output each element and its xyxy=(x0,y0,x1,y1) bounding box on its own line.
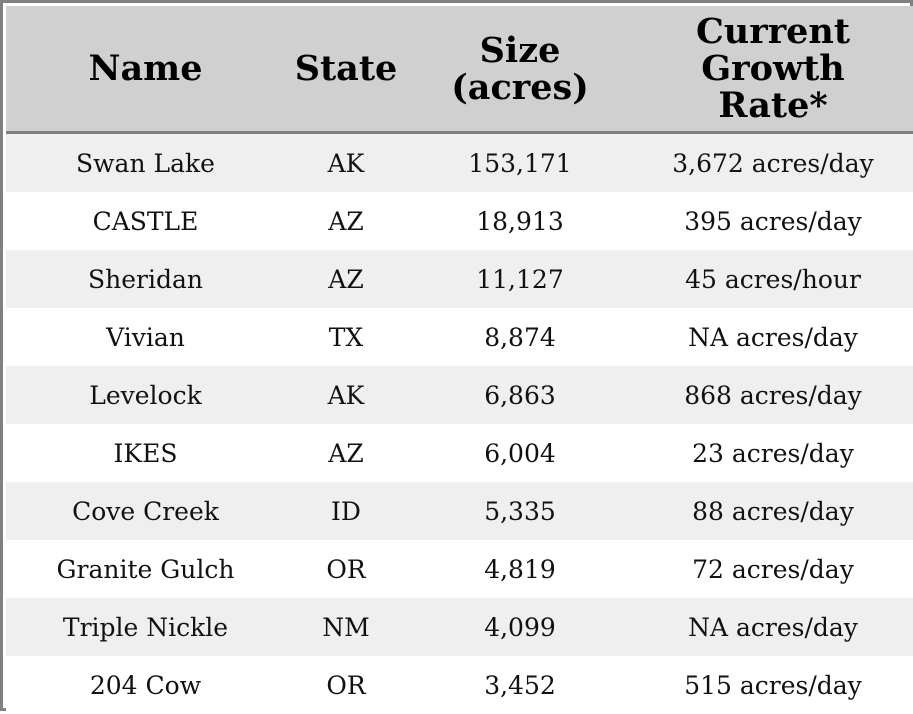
header-row: Name State Size (acres) Current Growth R… xyxy=(6,6,913,133)
header-growth-rate: Current Growth Rate* xyxy=(633,6,913,133)
cell-name: CASTLE xyxy=(6,192,285,250)
cell-name: IKES xyxy=(6,424,285,482)
header-size-line-1: Size xyxy=(413,32,627,69)
cell-name: 204 Cow xyxy=(6,656,285,714)
header-size: Size (acres) xyxy=(407,6,633,133)
header-name: Name xyxy=(6,6,285,133)
cell-name: Vivian xyxy=(6,308,285,366)
cell-rate: NA acres/day xyxy=(633,598,913,656)
header-state: State xyxy=(285,6,407,133)
cell-rate: 868 acres/day xyxy=(633,366,913,424)
cell-state: OR xyxy=(285,656,407,714)
cell-state: AZ xyxy=(285,424,407,482)
table-header: Name State Size (acres) Current Growth R… xyxy=(6,6,913,133)
cell-rate: 45 acres/hour xyxy=(633,250,913,308)
cell-state: ID xyxy=(285,482,407,540)
cell-name: Cove Creek xyxy=(6,482,285,540)
cell-state: TX xyxy=(285,308,407,366)
cell-size: 8,874 xyxy=(407,308,633,366)
cell-rate: 395 acres/day xyxy=(633,192,913,250)
cell-size: 5,335 xyxy=(407,482,633,540)
cell-rate: 72 acres/day xyxy=(633,540,913,598)
cell-state: AK xyxy=(285,133,407,193)
cell-size: 3,452 xyxy=(407,656,633,714)
header-rate-line-3: Rate* xyxy=(639,87,907,124)
cell-state: OR xyxy=(285,540,407,598)
cell-rate: 515 acres/day xyxy=(633,656,913,714)
cell-state: NM xyxy=(285,598,407,656)
cell-name: Sheridan xyxy=(6,250,285,308)
cell-rate: 3,672 acres/day xyxy=(633,133,913,193)
cell-size: 6,863 xyxy=(407,366,633,424)
cell-size: 18,913 xyxy=(407,192,633,250)
header-rate-line-1: Current xyxy=(639,13,907,50)
cell-rate: 23 acres/day xyxy=(633,424,913,482)
cell-rate: NA acres/day xyxy=(633,308,913,366)
cell-size: 6,004 xyxy=(407,424,633,482)
cell-state: AZ xyxy=(285,250,407,308)
header-rate-line-2: Growth xyxy=(639,50,907,87)
cell-state: AZ xyxy=(285,192,407,250)
cell-size: 11,127 xyxy=(407,250,633,308)
cell-state: AK xyxy=(285,366,407,424)
header-state-line: State xyxy=(291,50,401,87)
cell-rate: 88 acres/day xyxy=(633,482,913,540)
header-name-line: Name xyxy=(12,50,279,87)
cell-size: 153,171 xyxy=(407,133,633,193)
fires-table: Name State Size (acres) Current Growth R… xyxy=(6,6,913,714)
cell-name: Swan Lake xyxy=(6,133,285,193)
cell-name: Levelock xyxy=(6,366,285,424)
cell-name: Granite Gulch xyxy=(6,540,285,598)
header-size-line-2: (acres) xyxy=(413,69,627,106)
cell-name: Triple Nickle xyxy=(6,598,285,656)
cell-size: 4,819 xyxy=(407,540,633,598)
cell-size: 4,099 xyxy=(407,598,633,656)
